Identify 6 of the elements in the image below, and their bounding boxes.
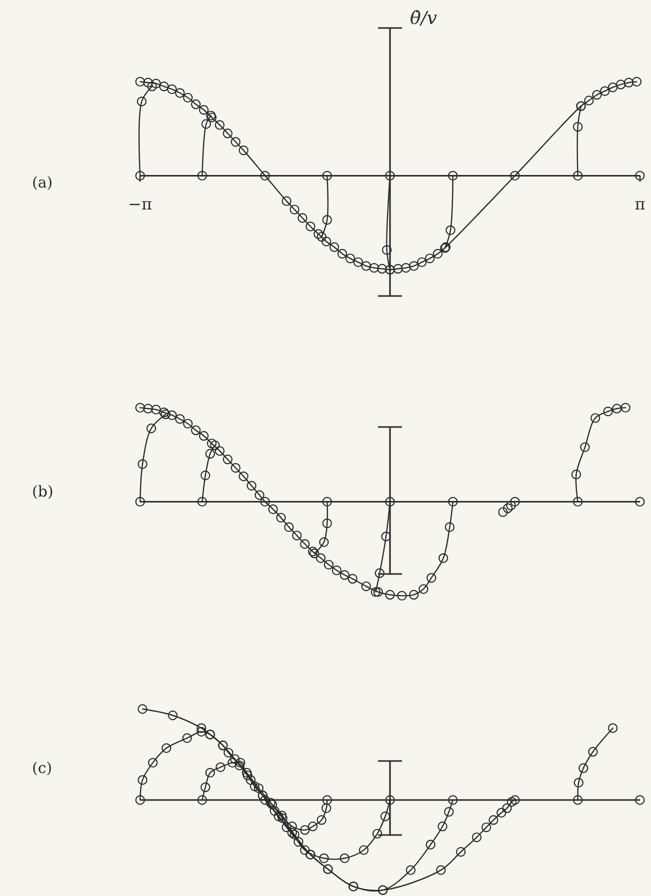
text: (b) [32,482,54,501]
x-tick-label: π [634,194,646,214]
text: (a) [32,174,53,192]
text: (c) [32,759,52,777]
x-tick-label: −π [128,194,152,214]
y-axis-title: θ̇/v [410,8,438,29]
